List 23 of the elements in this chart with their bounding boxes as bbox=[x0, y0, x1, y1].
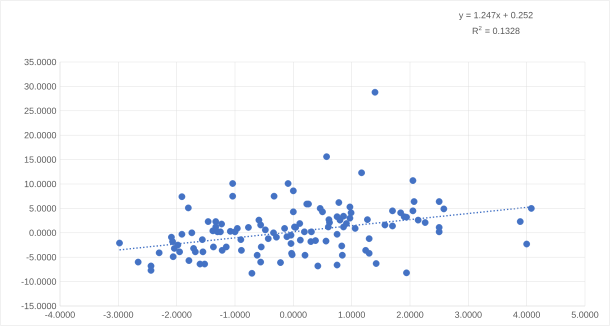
x-tick-label: 2.0000 bbox=[396, 312, 424, 318]
x-tick-label: 5.0000 bbox=[572, 312, 598, 318]
y-tick-label: 15.0000 bbox=[24, 156, 56, 163]
text: R$^{2}$ = 0.1328 bbox=[472, 26, 520, 34]
x-tick-label: -4.0000 bbox=[45, 312, 75, 318]
y-tick-label: 20.0000 bbox=[24, 132, 56, 138]
y-tick-label: 30.0000 bbox=[24, 83, 56, 90]
x-tick-label: 3.0000 bbox=[454, 312, 482, 318]
x-tick-label: -1.0000 bbox=[220, 312, 250, 318]
x-tick-label: 4.0000 bbox=[513, 312, 540, 318]
x-tick-label: -2.0000 bbox=[162, 312, 192, 318]
y-tick-label: -5.0000 bbox=[26, 254, 56, 260]
y-tick-label: 10.0000 bbox=[24, 180, 56, 188]
x-tick-label: 1.0000 bbox=[338, 312, 366, 318]
y-tick-label: -15.0000 bbox=[21, 302, 56, 310]
text: y = 1.247x + 0.252 bbox=[458, 12, 533, 20]
y-tick-label: 35.0000 bbox=[24, 58, 56, 66]
x-tick-label: -3.0000 bbox=[104, 312, 134, 318]
y-tick-label: -10.0000 bbox=[21, 278, 56, 285]
y-tick-label: 5.0000 bbox=[29, 205, 56, 212]
x-tick-label: 0.0000 bbox=[280, 312, 307, 318]
y-tick-label: 25.0000 bbox=[24, 108, 56, 114]
y-tick-label: 0.0000 bbox=[29, 230, 56, 236]
